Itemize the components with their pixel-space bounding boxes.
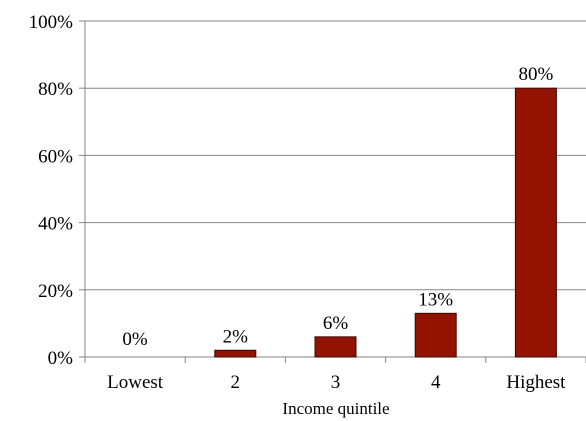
x-tick-label: 3 <box>331 372 341 393</box>
bars <box>214 87 557 358</box>
bar-2 <box>214 349 257 358</box>
data-label: 80% <box>518 64 553 85</box>
gridlines <box>85 20 586 291</box>
x-tick-labels: Lowest 2 3 4 Highest <box>107 372 566 393</box>
y-tick-label: 100% <box>29 12 74 33</box>
y-tick-label: 0% <box>48 348 74 369</box>
y-tick-label: 40% <box>38 214 73 235</box>
bar-4 <box>414 312 457 358</box>
axes <box>79 20 586 363</box>
data-labels: 0% 2% 6% 13% 80% <box>122 64 553 350</box>
y-tick-label: 20% <box>38 281 73 302</box>
y-tick-label: 60% <box>38 146 73 167</box>
x-tick-label: Lowest <box>107 372 164 393</box>
data-label: 6% <box>323 313 349 334</box>
bar-highest <box>514 87 557 358</box>
x-tick-label: 2 <box>231 372 241 393</box>
x-tick-label: Highest <box>506 372 566 393</box>
data-label: 2% <box>223 326 249 347</box>
y-tick-labels: 0% 20% 40% 60% 80% 100% <box>29 12 74 369</box>
bar-3 <box>314 336 357 358</box>
data-label: 13% <box>418 289 453 310</box>
y-tick-label: 80% <box>38 79 73 100</box>
x-axis-title: Income quintile <box>282 399 389 418</box>
x-tick-label: 4 <box>431 372 441 393</box>
data-label: 0% <box>122 329 148 350</box>
